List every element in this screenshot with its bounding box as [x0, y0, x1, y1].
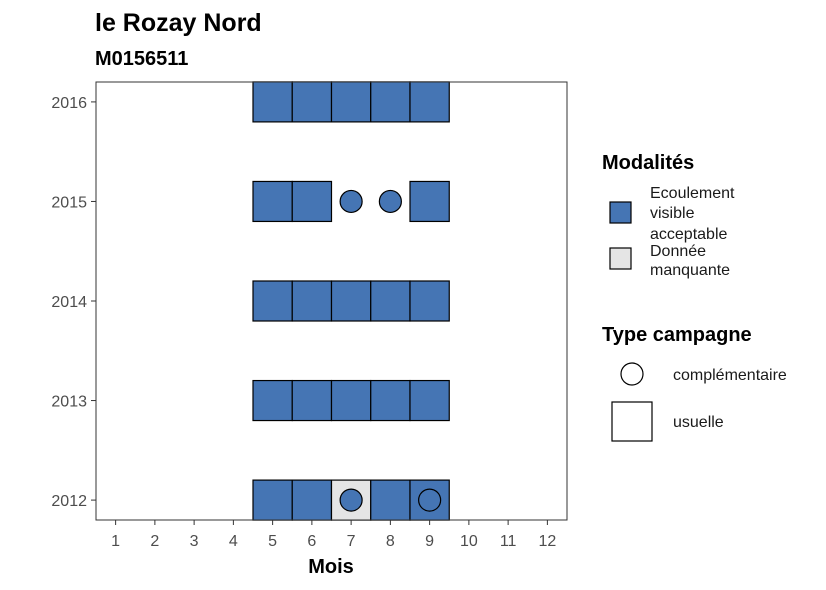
y-tick-label: 2014 — [51, 294, 87, 311]
x-tick-label: 4 — [229, 533, 238, 550]
campagne-complementaire-2015-7 — [339, 189, 363, 214]
legend-key-usuelle — [611, 401, 653, 442]
x-tick-label: 7 — [347, 533, 356, 550]
campagne-complementaire-2012-9 — [418, 488, 442, 512]
legend-campagne: complémentaire usuelle — [611, 362, 787, 442]
plot-marks — [252, 81, 450, 521]
legend-title-campagne: Type campagne — [602, 324, 752, 346]
cell-2013-7 — [330, 379, 372, 422]
legend-key-complementaire — [620, 362, 644, 386]
legend-label-usuelle: usuelle — [673, 414, 724, 431]
cell-2014-7 — [330, 280, 372, 322]
x-tick-label: 12 — [538, 533, 556, 550]
x-tick-label: 9 — [425, 533, 434, 550]
cell-2014-9 — [409, 280, 450, 322]
y-axis: 2012 2013 2014 2015 2016 — [51, 95, 96, 510]
x-tick-label: 10 — [460, 533, 478, 550]
x-axis: 1 2 3 4 5 6 7 8 9 10 11 12 — [111, 520, 556, 550]
campagne-complementaire-2012-7 — [339, 488, 363, 512]
cell-2016-9 — [409, 81, 450, 123]
cell-2014-8 — [370, 280, 411, 322]
legend-swatch-ecoulement — [609, 201, 632, 224]
legend: Modalités Ecoulement visible acceptableDon… — [602, 152, 787, 442]
y-tick-label: 2016 — [51, 95, 87, 112]
cell-2012-8 — [370, 479, 411, 521]
campagne-complementaire-2015-8 — [378, 189, 402, 214]
x-tick-label: 2 — [150, 533, 159, 550]
chart-title: le Rozay Nord — [95, 9, 262, 37]
cell-2015-6 — [291, 180, 333, 223]
legend-label-complementaire: complémentaire — [673, 367, 787, 384]
cell-2016-7 — [330, 81, 372, 123]
chart-subtitle: M0156511 — [95, 48, 188, 70]
x-tick-label: 5 — [268, 533, 277, 550]
y-tick-label: 2015 — [51, 194, 87, 211]
cell-2014-6 — [291, 280, 333, 322]
cell-2016-5 — [252, 81, 293, 123]
cell-2013-8 — [370, 379, 411, 422]
cell-2012-6 — [291, 479, 333, 521]
cell-2013-9 — [409, 379, 450, 422]
cell-2013-5 — [252, 379, 293, 422]
x-tick-label: 6 — [307, 533, 316, 550]
x-tick-label: 1 — [111, 533, 120, 550]
cell-2014-5 — [252, 280, 293, 322]
legend-label-ecoulement: Ecoulement visible acceptable — [650, 185, 735, 243]
x-axis-title: Mois — [308, 556, 354, 578]
cell-2015-5 — [252, 180, 293, 223]
x-tick-label: 8 — [386, 533, 395, 550]
cell-2016-6 — [291, 81, 333, 123]
y-tick-label: 2013 — [51, 394, 87, 411]
cell-2012-5 — [252, 479, 293, 521]
x-tick-label: 11 — [500, 533, 517, 550]
cell-2016-8 — [370, 81, 411, 123]
cell-2015-9 — [409, 180, 450, 223]
y-tick-label: 2012 — [51, 493, 87, 510]
legend-label-manquante: Donnée manquante — [650, 243, 730, 279]
x-tick-label: 3 — [190, 533, 199, 550]
cell-2013-6 — [291, 379, 333, 422]
legend-title-modalites: Modalités — [602, 152, 694, 174]
legend-swatch-manquante — [609, 247, 632, 270]
